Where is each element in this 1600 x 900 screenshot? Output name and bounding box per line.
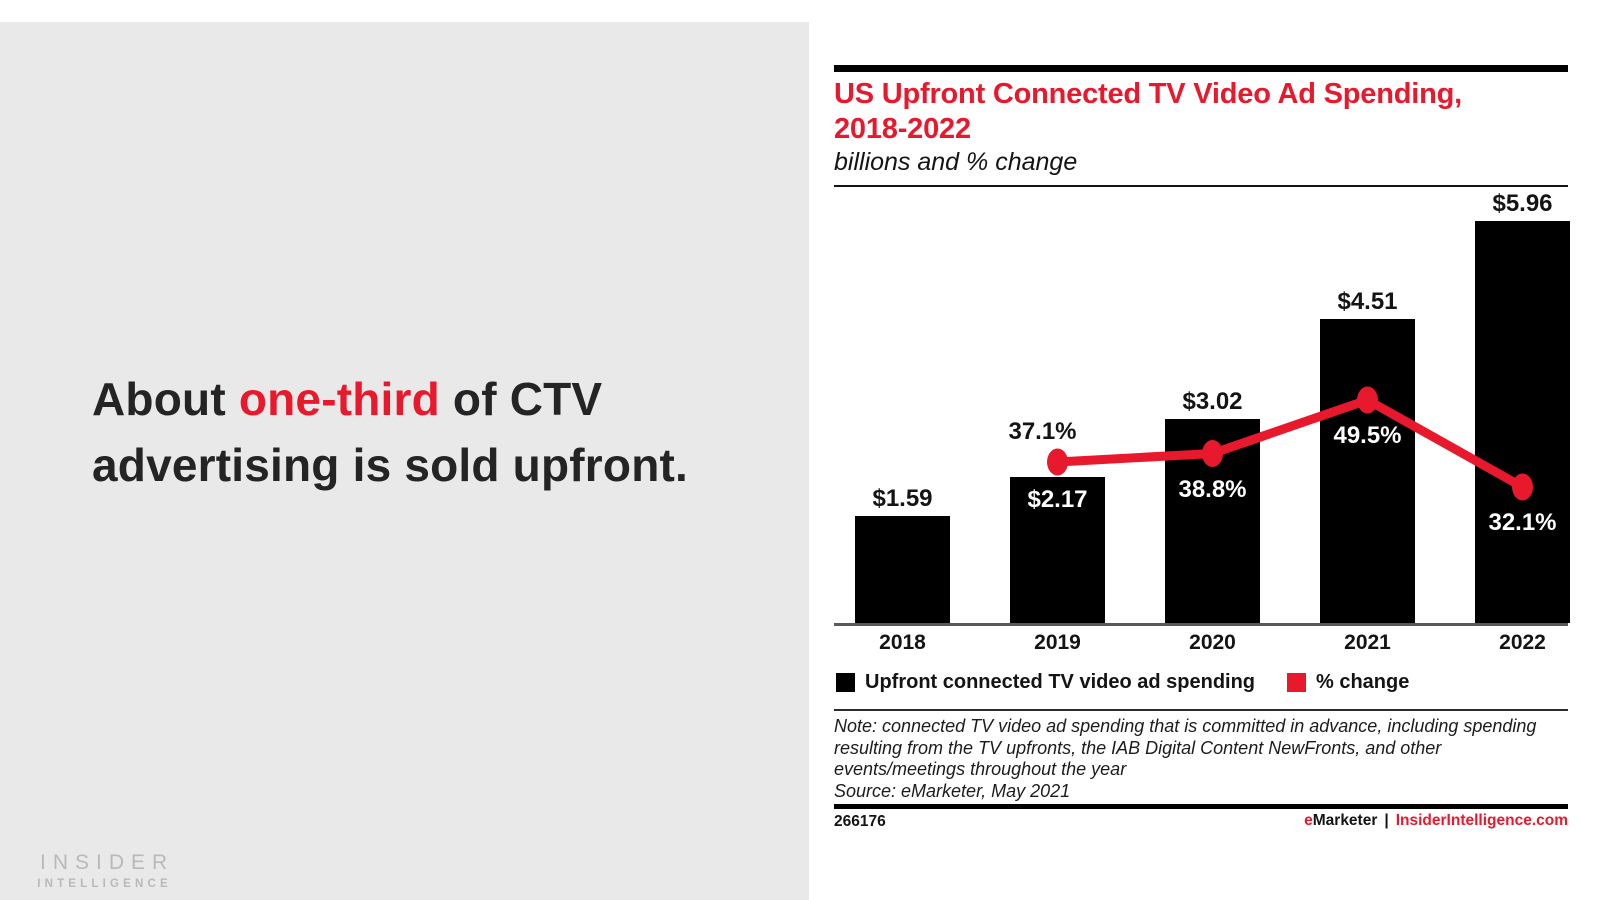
- logo-insider: INSIDER: [40, 851, 175, 874]
- x-axis-line: [834, 623, 1568, 626]
- pct-change-line: [1057, 395, 1525, 491]
- brand-marketer: Marketer: [1312, 812, 1378, 829]
- insider-intelligence-logo: INSIDER INTELLIGENCE: [33, 851, 175, 890]
- x-axis-label-2019: 2019: [1034, 631, 1081, 654]
- headline-suffix: of CTV advertising is sold upfront.: [92, 373, 688, 491]
- headline-highlight: one-third: [238, 373, 440, 425]
- legend-swatch-black: [836, 673, 855, 692]
- legend-item-spending: Upfront connected TV video ad spending: [836, 671, 1255, 694]
- bar-value-label-2022: $5.96: [1492, 190, 1553, 217]
- pct-change-label-2020: 38.8%: [1178, 475, 1247, 503]
- header-bar: [834, 65, 1568, 72]
- bar-value-label-2020: $3.02: [1182, 388, 1243, 416]
- chart-title-line1: US Upfront Connected TV Video Ad Spendin…: [834, 78, 1462, 110]
- headline: About one-third of CTV advertising is so…: [92, 366, 717, 498]
- logo-intelligence: INTELLIGENCE: [37, 878, 172, 890]
- pct-change-label-2022: 32.1%: [1488, 509, 1557, 536]
- bar-value-label-2019: $2.17: [1027, 485, 1088, 513]
- brand-separator: |: [1384, 812, 1389, 829]
- chart-area: $1.59 2018 $2.17 2019 $3.02 2020 $4.51 2021 $5.9…: [834, 190, 1570, 654]
- x-axis-label-2018: 2018: [879, 631, 926, 654]
- headline-prefix: About: [92, 373, 239, 425]
- bar-value-label-2021: $4.51: [1337, 287, 1398, 315]
- note-text: Note: connected TV video ad spending tha…: [834, 716, 1537, 779]
- legend-swatch-red: [1287, 673, 1306, 692]
- brand-e: e: [1304, 812, 1313, 829]
- pct-change-point-2019: [1047, 448, 1068, 476]
- footer-brand: eMarketer | InsiderIntelligence.com: [1304, 812, 1568, 830]
- chart-subtitle: billions and % change: [834, 148, 1078, 176]
- chart-id: 266176: [834, 813, 886, 830]
- divider-top: [834, 185, 1568, 187]
- note-block: Note: connected TV video ad spending tha…: [834, 716, 1550, 802]
- bar-2022: [1475, 221, 1570, 623]
- divider-bottom: [834, 804, 1568, 809]
- chart-title-line2: 2018-2022: [834, 113, 971, 145]
- legend-label-spending: Upfront connected TV video ad spending: [865, 671, 1256, 693]
- bar-2021: [1320, 318, 1415, 623]
- x-axis-label-2021: 2021: [1344, 631, 1391, 654]
- x-axis-label-2022: 2022: [1499, 631, 1546, 654]
- chart-title: US Upfront Connected TV Video Ad Spendin…: [834, 77, 1568, 147]
- bar-value-label-2018: $1.59: [872, 484, 933, 512]
- divider-mid: [834, 709, 1568, 711]
- legend-item-pct-change: % change: [1287, 671, 1409, 694]
- bar-2019: [1010, 476, 1105, 623]
- source-text: Source: eMarketer, May 2021: [834, 780, 1071, 801]
- left-panel: About one-third of CTV advertising is so…: [0, 22, 809, 900]
- legend-label-pct-change: % change: [1316, 671, 1410, 693]
- bar-2018: [855, 515, 950, 623]
- pct-change-label-2019: 37.1%: [1008, 418, 1077, 445]
- x-axis-label-2020: 2020: [1189, 631, 1236, 654]
- pct-change-label-2021: 49.5%: [1333, 422, 1402, 449]
- brand-site-link[interactable]: InsiderIntelligence.com: [1395, 812, 1568, 829]
- bar-2020: [1165, 419, 1260, 623]
